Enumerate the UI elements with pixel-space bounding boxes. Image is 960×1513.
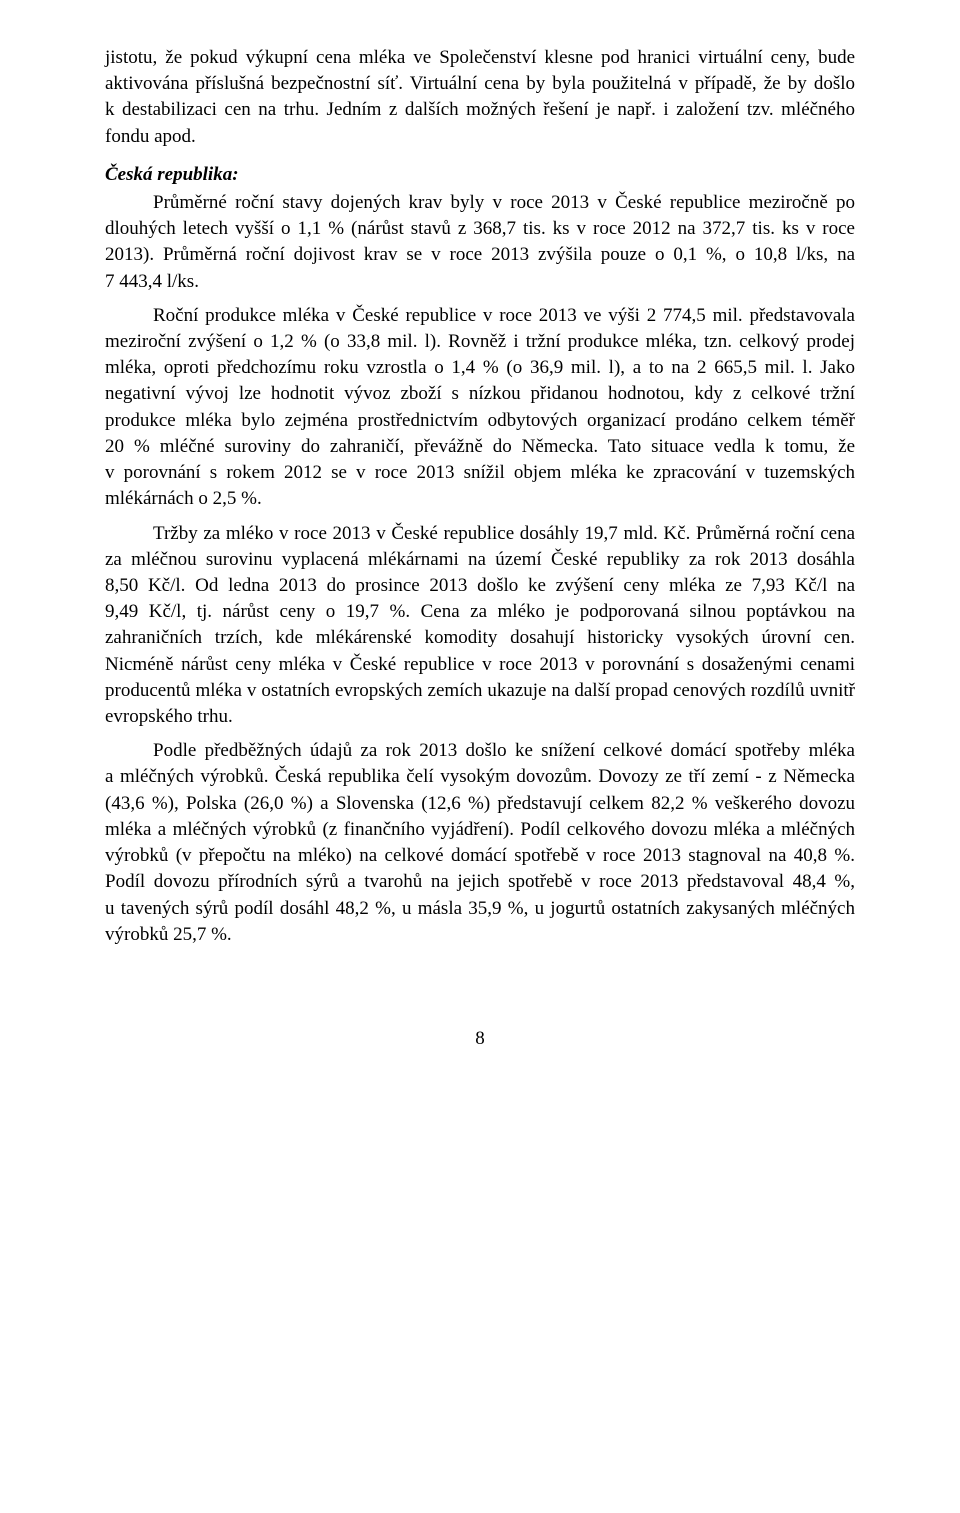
paragraph-trzby: Tržby za mléko v roce 2013 v České repub… [105, 521, 855, 731]
section-heading-ceska-republika: Česká republika: [105, 164, 855, 186]
paragraph-stavy-krav: Průměrné roční stavy dojených krav byly … [105, 190, 855, 295]
paragraph-dovoz: Podle předběžných údajů za rok 2013 došl… [105, 738, 855, 948]
paragraph-produkce-mleka: Roční produkce mléka v České republice v… [105, 303, 855, 513]
document-page: jistotu, že pokud výkupní cena mléka ve … [0, 0, 960, 1110]
page-number: 8 [105, 1028, 855, 1050]
paragraph-intro-continuation: jistotu, že pokud výkupní cena mléka ve … [105, 45, 855, 150]
